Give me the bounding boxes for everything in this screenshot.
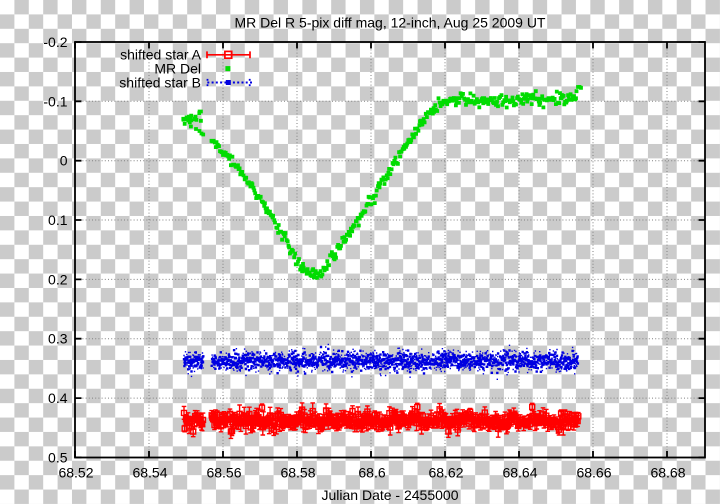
svg-text:68.62: 68.62 xyxy=(428,465,463,481)
svg-text:68.6: 68.6 xyxy=(358,465,385,481)
svg-text:68.58: 68.58 xyxy=(280,465,315,481)
svg-text:0: 0 xyxy=(60,153,68,169)
svg-text:0.1: 0.1 xyxy=(48,212,68,228)
svg-text:68.56: 68.56 xyxy=(206,465,241,481)
svg-text:68.64: 68.64 xyxy=(502,465,537,481)
svg-text:68.68: 68.68 xyxy=(650,465,685,481)
svg-text:0.2: 0.2 xyxy=(48,271,68,287)
svg-text:0.4: 0.4 xyxy=(48,390,68,406)
svg-text:68.66: 68.66 xyxy=(576,465,611,481)
svg-text:-0.1: -0.1 xyxy=(43,93,67,109)
svg-text:MR Del R 5-pix diff mag, 12-in: MR Del R 5-pix diff mag, 12-inch, Aug 25… xyxy=(234,15,545,31)
svg-text:0.3: 0.3 xyxy=(48,331,68,347)
svg-text:shifted star A: shifted star A xyxy=(120,47,202,63)
svg-text:Julian Date - 2455000: Julian Date - 2455000 xyxy=(322,487,459,503)
svg-text:shifted star B: shifted star B xyxy=(119,74,201,90)
svg-text:0.5: 0.5 xyxy=(48,449,68,465)
svg-text:68.54: 68.54 xyxy=(132,465,167,481)
svg-text:-0.2: -0.2 xyxy=(43,34,67,50)
svg-text:68.52: 68.52 xyxy=(58,465,93,481)
svg-text:MR Del: MR Del xyxy=(154,61,201,77)
